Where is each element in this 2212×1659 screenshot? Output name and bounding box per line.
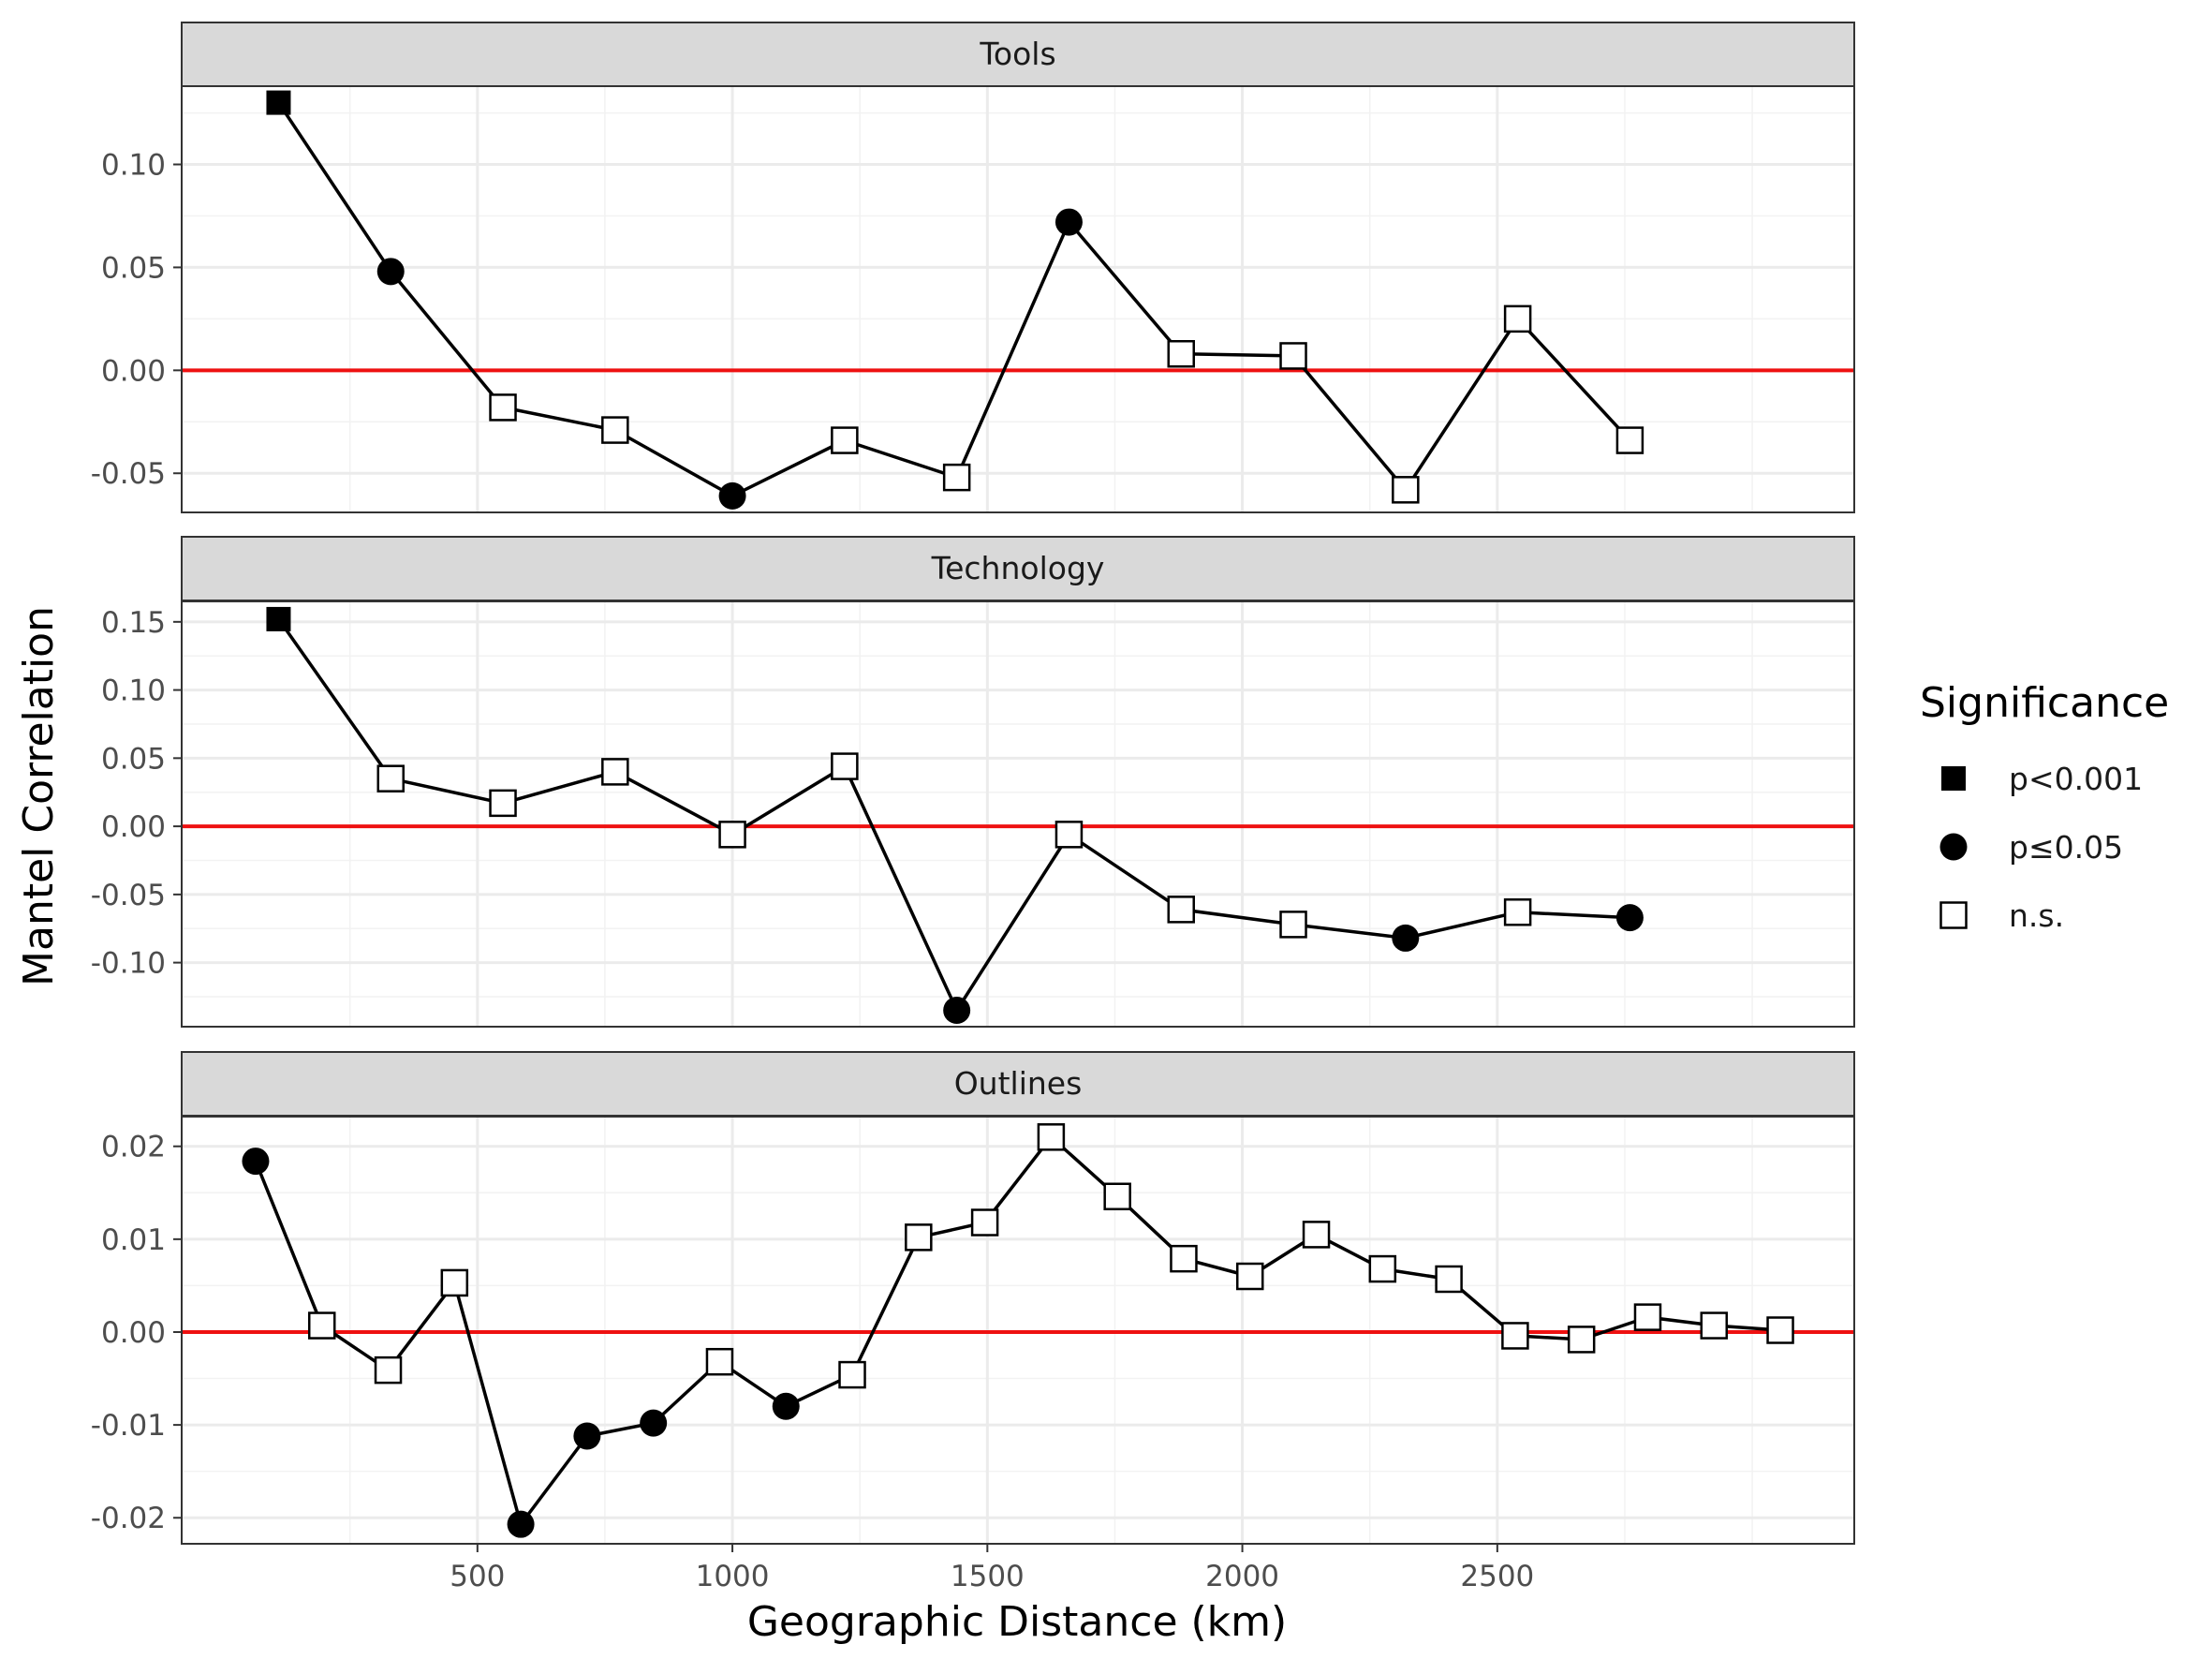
data-point bbox=[266, 606, 291, 631]
data-point bbox=[1766, 1316, 1794, 1344]
data-point bbox=[1103, 1182, 1131, 1211]
legend-item: p≤0.05 bbox=[1939, 829, 2123, 866]
x-tick-label: 500 bbox=[450, 1560, 505, 1593]
y-tick-label: 0.10 bbox=[101, 149, 166, 183]
data-point bbox=[1167, 339, 1195, 368]
facet-strip bbox=[181, 1051, 1855, 1117]
data-point bbox=[1392, 924, 1420, 952]
y-axis-title: Mantel Correlation bbox=[15, 606, 63, 986]
data-point bbox=[831, 752, 859, 780]
x-tick-label: 1000 bbox=[696, 1560, 770, 1593]
data-point bbox=[718, 821, 746, 849]
facet-panel-tools: Tools -0.05 0.00 0.05 0.10 bbox=[91, 22, 1855, 513]
legend-key bbox=[1939, 901, 1968, 929]
data-point bbox=[489, 393, 517, 422]
data-point bbox=[1503, 898, 1532, 926]
data-point bbox=[489, 789, 517, 818]
x-tick-label: 2500 bbox=[1460, 1560, 1534, 1593]
facet-strip-label: Tools bbox=[979, 36, 1055, 72]
data-point bbox=[1503, 304, 1532, 333]
legend: Significance p<0.001 p≤0.05 n.s. bbox=[1920, 679, 2169, 934]
legend-title: Significance bbox=[1920, 679, 2169, 727]
data-point bbox=[601, 416, 629, 444]
y-tick-label: 0.01 bbox=[101, 1223, 166, 1257]
data-point bbox=[1392, 476, 1420, 504]
data-point bbox=[1037, 1123, 1066, 1151]
x-tick-label: 1500 bbox=[951, 1560, 1025, 1593]
panel-border bbox=[181, 600, 1855, 1028]
legend-label: p<0.001 bbox=[2009, 761, 2143, 797]
facet-panel-outlines: Outlines -0.02 -0.01 0.00 0.01 0.02 bbox=[91, 1051, 1855, 1545]
y-tick-label: 0.00 bbox=[101, 354, 166, 388]
data-point bbox=[573, 1422, 601, 1450]
data-point bbox=[1633, 1303, 1662, 1331]
data-point bbox=[1302, 1221, 1331, 1249]
panel-border bbox=[181, 85, 1855, 513]
data-point bbox=[601, 758, 629, 786]
y-tick-label: -0.05 bbox=[91, 457, 166, 491]
data-point bbox=[838, 1360, 866, 1389]
y-tick-label: -0.02 bbox=[91, 1502, 166, 1535]
data-point bbox=[1567, 1326, 1596, 1354]
legend-item: n.s. bbox=[1939, 897, 2064, 934]
facet-strip-label: Outlines bbox=[954, 1065, 1083, 1102]
y-tick-label: 0.00 bbox=[101, 810, 166, 844]
x-axis: 500 1000 1500 2000 2500 bbox=[450, 1544, 1534, 1593]
data-point bbox=[307, 1311, 336, 1340]
x-tick-label: 2000 bbox=[1205, 1560, 1279, 1593]
data-point bbox=[1501, 1322, 1529, 1350]
data-point bbox=[1615, 904, 1644, 932]
facet-strip bbox=[181, 22, 1855, 87]
data-point bbox=[705, 1347, 734, 1376]
y-tick-label: 0.10 bbox=[101, 674, 166, 708]
data-point bbox=[266, 90, 291, 115]
legend-label: p≤0.05 bbox=[2009, 829, 2123, 866]
data-point bbox=[1279, 342, 1307, 370]
y-tick-label: 0.02 bbox=[101, 1131, 166, 1164]
data-point bbox=[1700, 1311, 1729, 1340]
data-point bbox=[440, 1268, 469, 1297]
facet-strip-label: Technology bbox=[931, 550, 1105, 586]
data-point bbox=[772, 1392, 800, 1420]
data-point bbox=[242, 1148, 270, 1176]
data-point bbox=[376, 258, 405, 286]
data-point bbox=[1368, 1254, 1397, 1283]
y-tick-label: -0.10 bbox=[91, 947, 166, 981]
data-point bbox=[831, 426, 859, 454]
data-point bbox=[640, 1409, 668, 1437]
data-point bbox=[1167, 896, 1195, 924]
data-point bbox=[1279, 911, 1307, 939]
y-tick-label: 0.05 bbox=[101, 742, 166, 776]
legend-item: p<0.001 bbox=[1941, 761, 2143, 797]
facet-panels: Tools -0.05 0.00 0.05 0.10 Technology -0.10 -0.… bbox=[91, 22, 1855, 1545]
y-tick-label: 0.00 bbox=[101, 1316, 166, 1350]
data-point bbox=[374, 1355, 403, 1385]
data-point bbox=[507, 1510, 535, 1538]
y-tick-label: 0.15 bbox=[101, 606, 166, 640]
data-point bbox=[1170, 1244, 1198, 1273]
x-axis-title: Geographic Distance (km) bbox=[747, 1598, 1287, 1646]
data-point bbox=[718, 481, 746, 510]
panel-border bbox=[181, 1116, 1855, 1545]
data-point bbox=[1435, 1265, 1463, 1294]
legend-key bbox=[1939, 833, 1968, 861]
data-point bbox=[1054, 821, 1084, 849]
data-point bbox=[376, 764, 405, 792]
legend-label: n.s. bbox=[2009, 897, 2064, 934]
y-tick-label: -0.05 bbox=[91, 879, 166, 912]
data-point bbox=[1054, 208, 1083, 236]
data-point bbox=[970, 1208, 999, 1237]
data-point bbox=[943, 997, 971, 1025]
data-point bbox=[1615, 426, 1644, 454]
legend-key bbox=[1941, 766, 1966, 791]
data-point bbox=[1236, 1262, 1264, 1291]
facet-panel-technology: Technology -0.10 -0.05 0.00 0.05 0.10 0.15 bbox=[91, 536, 1855, 1028]
y-tick-label: -0.01 bbox=[91, 1409, 166, 1443]
facet-strip bbox=[181, 536, 1855, 601]
data-point bbox=[942, 463, 971, 492]
data-point bbox=[905, 1223, 933, 1252]
y-tick-label: 0.05 bbox=[101, 251, 166, 285]
